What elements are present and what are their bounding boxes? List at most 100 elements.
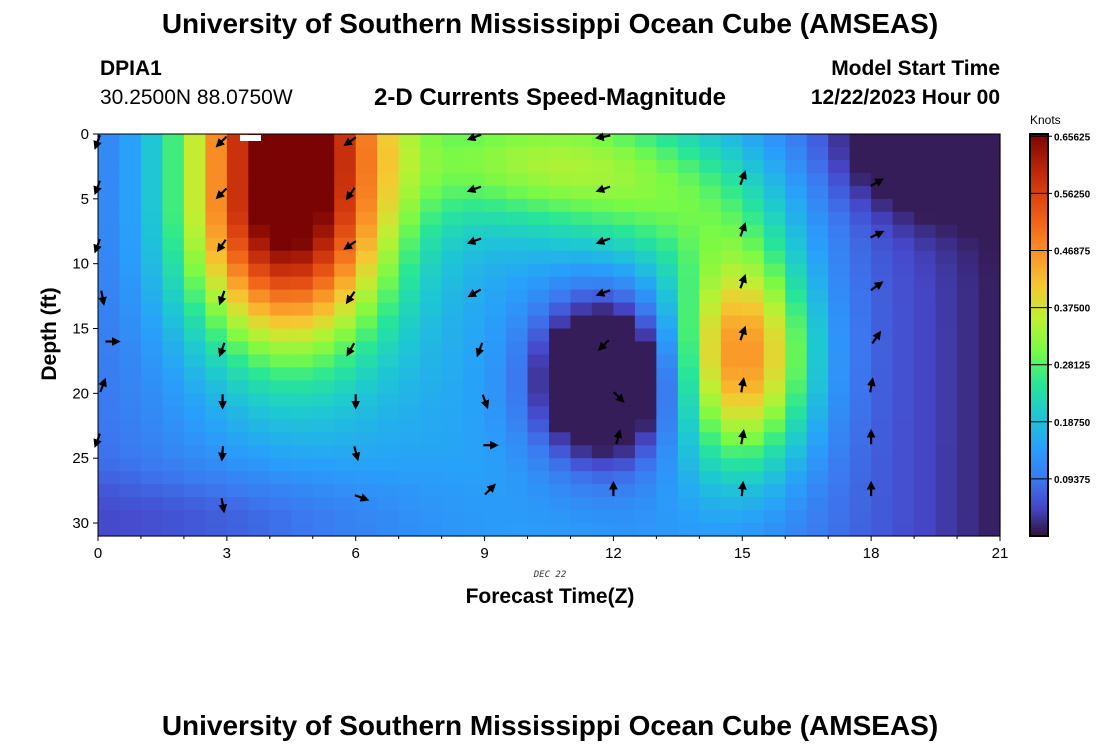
heat-cell: [549, 510, 572, 524]
heat-cell: [248, 172, 271, 187]
heat-cell: [591, 523, 615, 537]
heat-cell: [763, 159, 786, 174]
heat-cell: [914, 354, 937, 369]
heat-cell: [871, 198, 894, 213]
heat-cell: [634, 354, 657, 369]
heat-cell: [484, 328, 507, 343]
heat-cell: [634, 419, 657, 433]
heat-cell: [806, 380, 829, 394]
heat-cell: [763, 406, 786, 420]
current-arrow: [475, 342, 485, 358]
heat-cell: [226, 484, 249, 498]
heat-cell: [377, 406, 400, 420]
heat-cell: [355, 289, 378, 304]
heat-cell: [484, 237, 507, 252]
heat-cell: [785, 341, 808, 356]
heat-cell: [398, 289, 421, 304]
heat-cell: [634, 510, 657, 524]
heat-cell: [162, 263, 185, 278]
heat-cell: [742, 445, 765, 459]
current-arrow: [218, 498, 228, 514]
heat-cell: [226, 445, 249, 459]
heat-cell: [785, 380, 808, 394]
heat-cell: [269, 510, 292, 524]
heat-cell: [806, 263, 829, 278]
heat-cell: [591, 393, 615, 407]
heat-cell: [634, 445, 657, 459]
heat-cell: [162, 354, 185, 369]
heat-cell: [334, 134, 357, 148]
heat-cell: [763, 471, 786, 485]
heat-cell: [720, 224, 743, 239]
heat-cell: [484, 198, 507, 213]
heat-cell: [699, 328, 722, 343]
heat-cell: [828, 185, 851, 200]
heat-cell: [613, 289, 636, 304]
heat-cell: [957, 354, 980, 369]
heat-cell: [806, 341, 829, 356]
heat-cell: [226, 289, 249, 304]
heat-cell: [334, 458, 357, 472]
heat-cell: [398, 146, 421, 161]
heat-cell: [892, 172, 915, 187]
heat-cell: [677, 159, 700, 174]
heat-cell: [892, 354, 915, 369]
heat-cell: [506, 146, 529, 161]
heat-cell: [763, 458, 786, 472]
y-tick-label: 10: [72, 256, 89, 273]
heat-cell: [591, 354, 615, 369]
heat-cell: [162, 445, 185, 459]
heat-cell: [677, 367, 700, 381]
heat-cell: [355, 185, 378, 200]
heat-cell: [613, 406, 636, 420]
heat-cell: [871, 354, 894, 369]
heat-cell: [591, 237, 615, 252]
heat-cell: [441, 328, 464, 343]
heat-cell: [742, 510, 765, 524]
heat-cell: [398, 458, 421, 472]
heat-cell: [849, 393, 872, 407]
heat-cell: [398, 367, 421, 381]
heat-cell: [978, 211, 1001, 226]
heat-cell: [570, 445, 593, 459]
heat-cell: [162, 172, 185, 187]
heat-cell: [463, 510, 486, 524]
heat-cell: [183, 354, 206, 369]
heat-cell: [226, 198, 249, 213]
heat-cell: [291, 406, 314, 420]
heat-cell: [957, 237, 980, 252]
heat-cell: [935, 289, 958, 304]
heat-cell: [441, 250, 464, 265]
heat-cell: [269, 367, 292, 381]
heat-cell: [656, 263, 679, 278]
heat-cell: [849, 289, 872, 304]
heat-cell: [806, 172, 829, 187]
heat-cell: [914, 380, 937, 394]
heat-cell: [763, 263, 786, 278]
colorbar-tick-label: 0.18750: [1054, 418, 1091, 429]
heat-cell: [463, 328, 486, 343]
heat-cell: [527, 185, 550, 200]
heat-cell: [312, 315, 335, 330]
heat-cell: [613, 276, 636, 291]
heat-cell: [312, 523, 335, 537]
heat-cell: [140, 354, 164, 369]
heat-cell: [506, 458, 529, 472]
heat-cell: [591, 458, 615, 472]
heat-cell: [591, 276, 615, 291]
heat-cell: [420, 458, 443, 472]
heat-cell: [828, 419, 851, 433]
heat-cell: [806, 432, 829, 446]
heat-cell: [420, 354, 443, 369]
heat-cell: [613, 263, 636, 278]
heat-cell: [656, 471, 679, 485]
heat-cell: [763, 510, 786, 524]
heat-cell: [334, 497, 357, 511]
colorbar-tick-label: 0.65625: [1054, 132, 1091, 143]
heat-cell: [248, 445, 271, 459]
heat-cell: [978, 341, 1001, 356]
heat-cell: [914, 432, 937, 446]
current-arrow: [215, 187, 228, 200]
heat-cell: [613, 211, 636, 226]
heat-cell: [634, 263, 657, 278]
